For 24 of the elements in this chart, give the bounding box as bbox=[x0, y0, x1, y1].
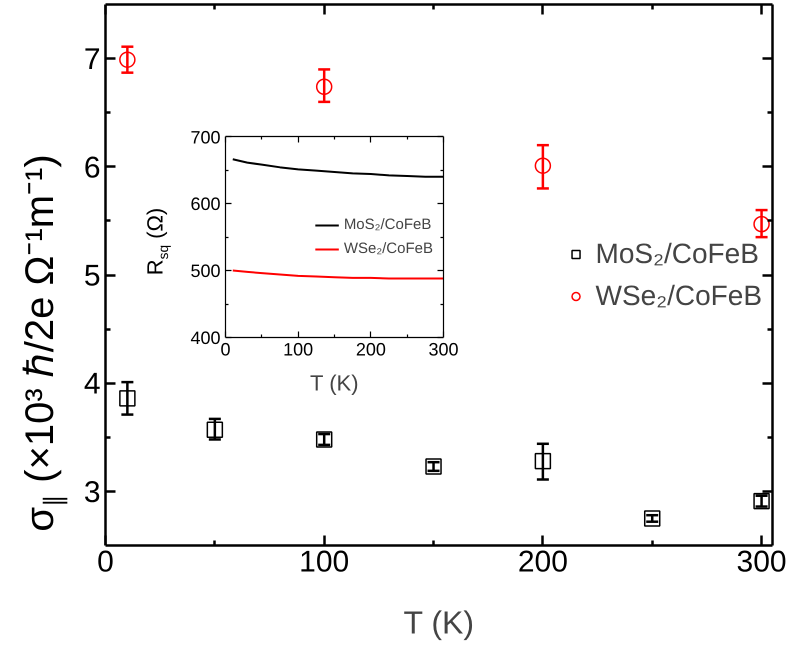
y-tick-label: 500 bbox=[190, 261, 221, 281]
y-tick-label: 7 bbox=[84, 43, 101, 76]
x-tick-label: 100 bbox=[299, 546, 350, 578]
legend-label: MoS₂/CoFeB bbox=[596, 238, 759, 270]
x-tick-label: 300 bbox=[736, 546, 787, 578]
legend-label: WSe₂/CoFeB bbox=[596, 280, 762, 312]
x-tick-label: 100 bbox=[283, 340, 314, 360]
x-axis-title: T (K) bbox=[403, 604, 474, 640]
y-tick-label: 600 bbox=[190, 194, 221, 214]
x-tick-label: 0 bbox=[220, 340, 231, 360]
y-tick-label: 6 bbox=[84, 151, 101, 184]
y-tick-label: 700 bbox=[190, 128, 221, 148]
x-tick-label: 300 bbox=[428, 340, 459, 360]
y-tick-label: 5 bbox=[84, 260, 101, 292]
legend-label: MoS₂/CoFeB bbox=[344, 216, 432, 233]
line-series bbox=[232, 270, 444, 280]
x-tick-label: 200 bbox=[518, 546, 568, 578]
legend-label: WSe₂/CoFeB bbox=[344, 240, 433, 257]
y-tick-label: 400 bbox=[190, 328, 221, 348]
y-tick-label: 3 bbox=[84, 476, 101, 509]
x-axis-title: T (K) bbox=[310, 370, 359, 396]
y-tick-label: 4 bbox=[84, 368, 101, 401]
x-tick-label: 0 bbox=[97, 546, 114, 578]
x-tick-label: 200 bbox=[356, 340, 386, 360]
